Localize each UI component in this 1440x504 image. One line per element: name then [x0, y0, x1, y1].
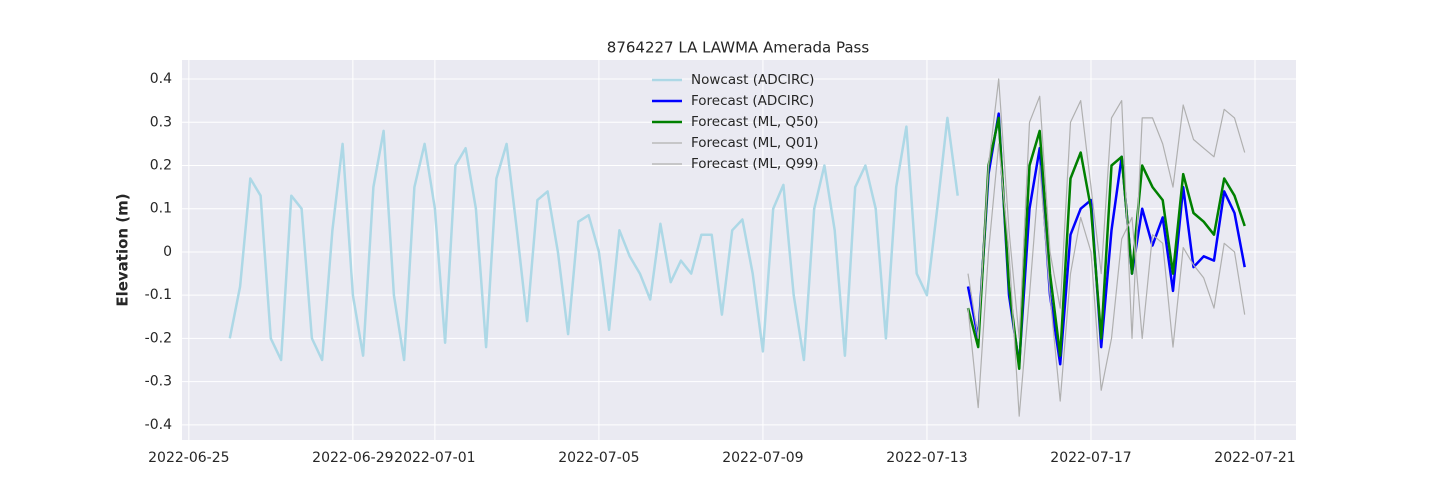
- x-tick-label: 2022-07-09: [722, 450, 803, 466]
- x-tick-label: 2022-06-29: [312, 450, 393, 466]
- y-tick-label: 0.4: [150, 71, 172, 87]
- x-tick-label: 2022-07-17: [1050, 450, 1131, 466]
- x-tick-label: 2022-07-01: [394, 450, 475, 466]
- y-tick-label: 0.2: [150, 157, 172, 173]
- y-tick-label: 0: [163, 244, 172, 260]
- y-tick-label: -0.2: [145, 330, 172, 346]
- y-tick-label: 0.3: [150, 114, 172, 130]
- series-line: [967, 78, 1246, 339]
- x-tick-label: 2022-07-13: [886, 450, 967, 466]
- legend-label: Forecast (ML, Q01): [691, 135, 819, 151]
- y-axis-label: Elevation (m): [114, 193, 132, 306]
- legend-label: Forecast (ML, Q99): [691, 156, 819, 172]
- y-tick-label: 0.1: [150, 201, 172, 217]
- legend-label: Forecast (ML, Q50): [691, 114, 819, 130]
- y-tick-label: -0.4: [145, 417, 172, 433]
- grid: [182, 60, 1296, 440]
- lines: [228, 78, 1246, 417]
- y-tick-label: -0.3: [145, 374, 172, 390]
- chart-title: 8764227 LA LAWMA Amerada Pass: [607, 39, 870, 57]
- series-line: [228, 116, 959, 362]
- x-tick-label: 2022-07-21: [1214, 450, 1295, 466]
- x-tick-label: 2022-07-05: [558, 450, 639, 466]
- legend-label: Forecast (ADCIRC): [691, 93, 814, 109]
- legend: Nowcast (ADCIRC) Forecast (ADCIRC) Forecas…: [652, 72, 819, 172]
- x-tick-label: 2022-06-25: [148, 450, 229, 466]
- series-line: [967, 143, 1246, 417]
- legend-label: Nowcast (ADCIRC): [691, 72, 814, 88]
- y-tick-label: -0.1: [145, 287, 172, 303]
